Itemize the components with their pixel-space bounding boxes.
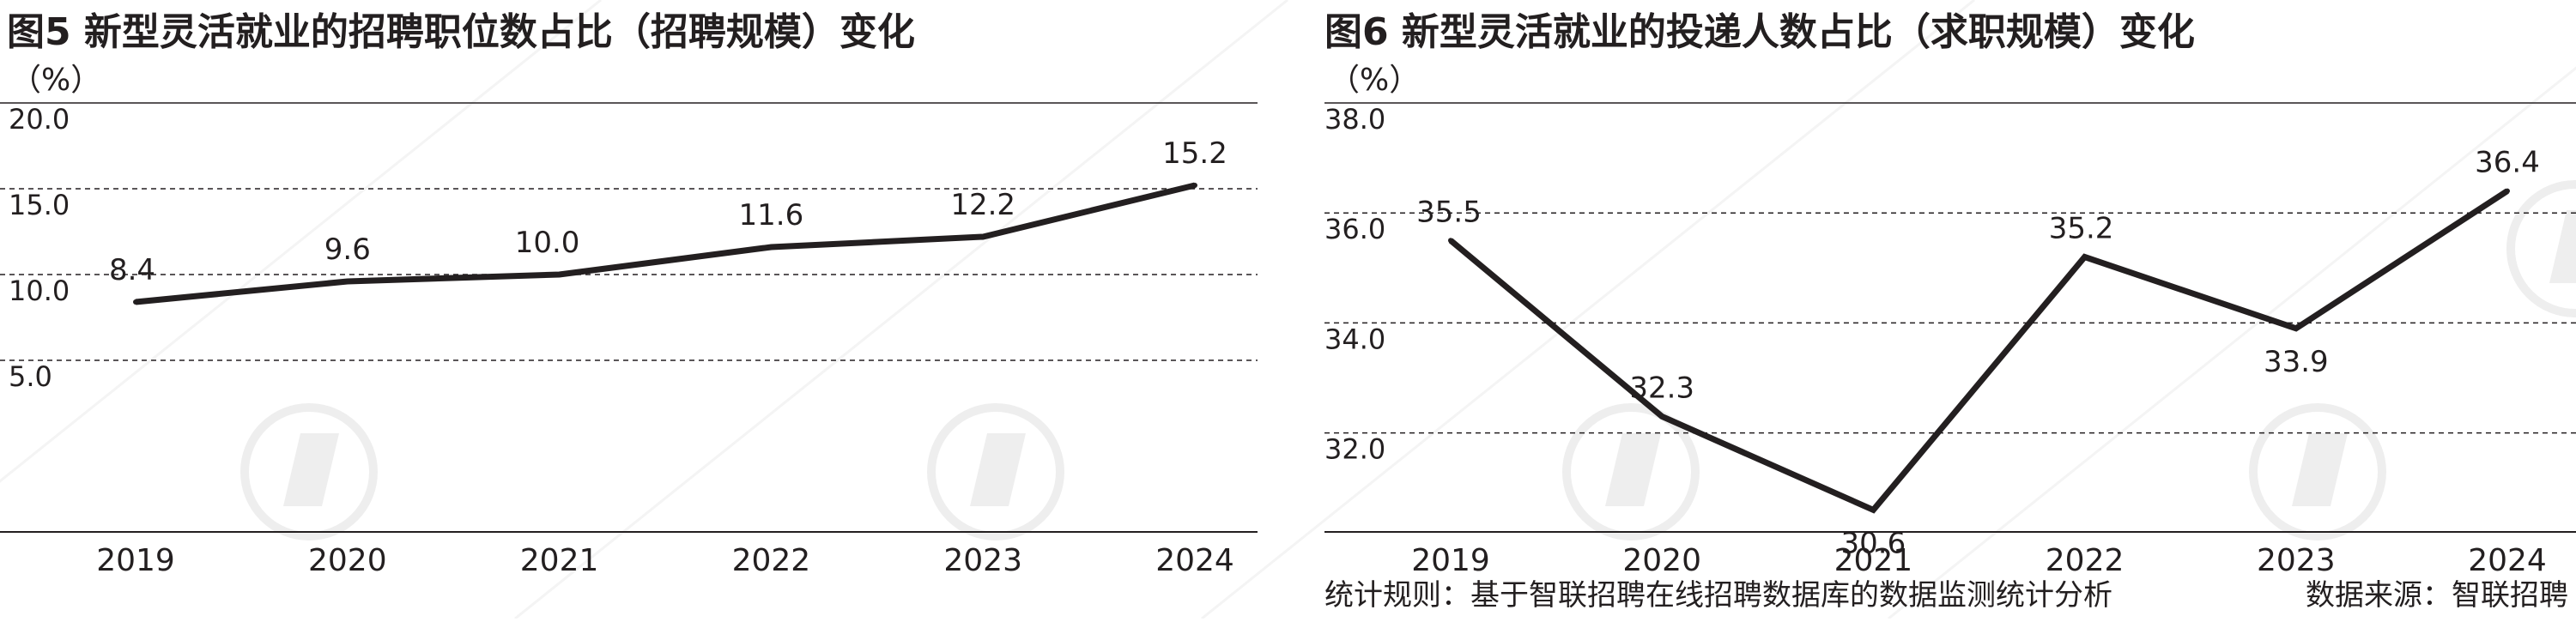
data-point	[1659, 414, 1665, 420]
x-tick-label: 2022	[732, 543, 811, 578]
data-label: 12.2	[950, 188, 1015, 222]
y-tick-label: 34.0	[1324, 323, 1385, 355]
y-tick-label: 20.0	[9, 103, 70, 136]
watermark-logo-icon	[927, 403, 1064, 540]
y-tick-label: 36.0	[1324, 213, 1385, 245]
y-tick-label: 10.0	[9, 275, 70, 307]
x-tick-label: 2020	[308, 543, 387, 578]
data-label: 30.6	[1841, 526, 1906, 560]
footer-source: 数据来源：智联招聘	[2306, 578, 2568, 613]
y-unit-label: （%）	[10, 63, 101, 98]
data-point	[2505, 188, 2510, 194]
watermark-stripe	[514, 0, 1288, 620]
watermark-logo-icon	[1562, 403, 1700, 540]
data-point	[2293, 325, 2299, 331]
watermark-logo-icon	[2506, 180, 2576, 317]
data-point	[2082, 254, 2088, 260]
watermark-logo-icon	[2249, 403, 2386, 540]
data-label: 8.4	[109, 253, 155, 287]
y-unit-label: （%）	[1329, 63, 1420, 98]
watermark-logo-icon	[240, 403, 378, 540]
x-tick-label: 2024	[2468, 543, 2547, 578]
data-point	[768, 245, 774, 250]
data-label: 35.2	[2049, 211, 2114, 245]
y-tick-label: 32.0	[1324, 433, 1385, 466]
x-tick-label: 2024	[1155, 543, 1234, 578]
y-tick-label: 15.0	[9, 189, 70, 221]
data-point	[556, 272, 562, 277]
x-tick-label: 2023	[2257, 543, 2336, 578]
data-point	[980, 234, 986, 239]
x-tick-label: 2019	[1411, 543, 1490, 578]
data-point	[133, 299, 138, 305]
x-tick-label: 2019	[96, 543, 175, 578]
series-line	[1448, 188, 2509, 514]
x-tick-label: 2021	[1834, 543, 1913, 578]
data-label: 36.4	[2475, 146, 2540, 180]
chart-fig6: 图6 新型灵活就业的投递人数占比（求职规模）变化 （%） 32.0 34.0 36.0 3…	[1324, 10, 2576, 578]
data-label: 32.3	[1629, 371, 1694, 405]
chart-title: 图6 新型灵活就业的投递人数占比（求职规模）变化	[1324, 10, 2195, 54]
data-point	[1192, 183, 1197, 188]
x-tick-label: 2022	[2046, 543, 2124, 578]
data-label: 9.6	[324, 232, 371, 267]
data-point	[1448, 238, 1453, 244]
data-label: 10.0	[515, 226, 580, 260]
footer-note: 统计规则：基于智联招聘在线招聘数据库的数据监测统计分析	[1324, 578, 2112, 613]
chart-fig5: 图5 新型灵活就业的招聘职位数占比（招聘规模）变化 （%） 5.0 10.0 15.0 2…	[0, 10, 1258, 578]
data-label: 33.9	[2264, 345, 2329, 379]
x-tick-label: 2023	[943, 543, 1022, 578]
chart-title: 图5 新型灵活就业的招聘职位数占比（招聘规模）变化	[7, 10, 915, 54]
data-label: 15.2	[1162, 136, 1227, 171]
data-point	[344, 279, 350, 284]
series-line	[135, 182, 1196, 305]
data-point	[1870, 507, 1876, 513]
y-tick-label: 5.0	[9, 360, 52, 393]
x-tick-label: 2021	[520, 543, 599, 578]
x-tick-label: 2020	[1622, 543, 1701, 578]
y-tick-label: 38.0	[1324, 103, 1385, 136]
data-label: 35.5	[1416, 195, 1482, 229]
data-label: 11.6	[739, 198, 804, 232]
